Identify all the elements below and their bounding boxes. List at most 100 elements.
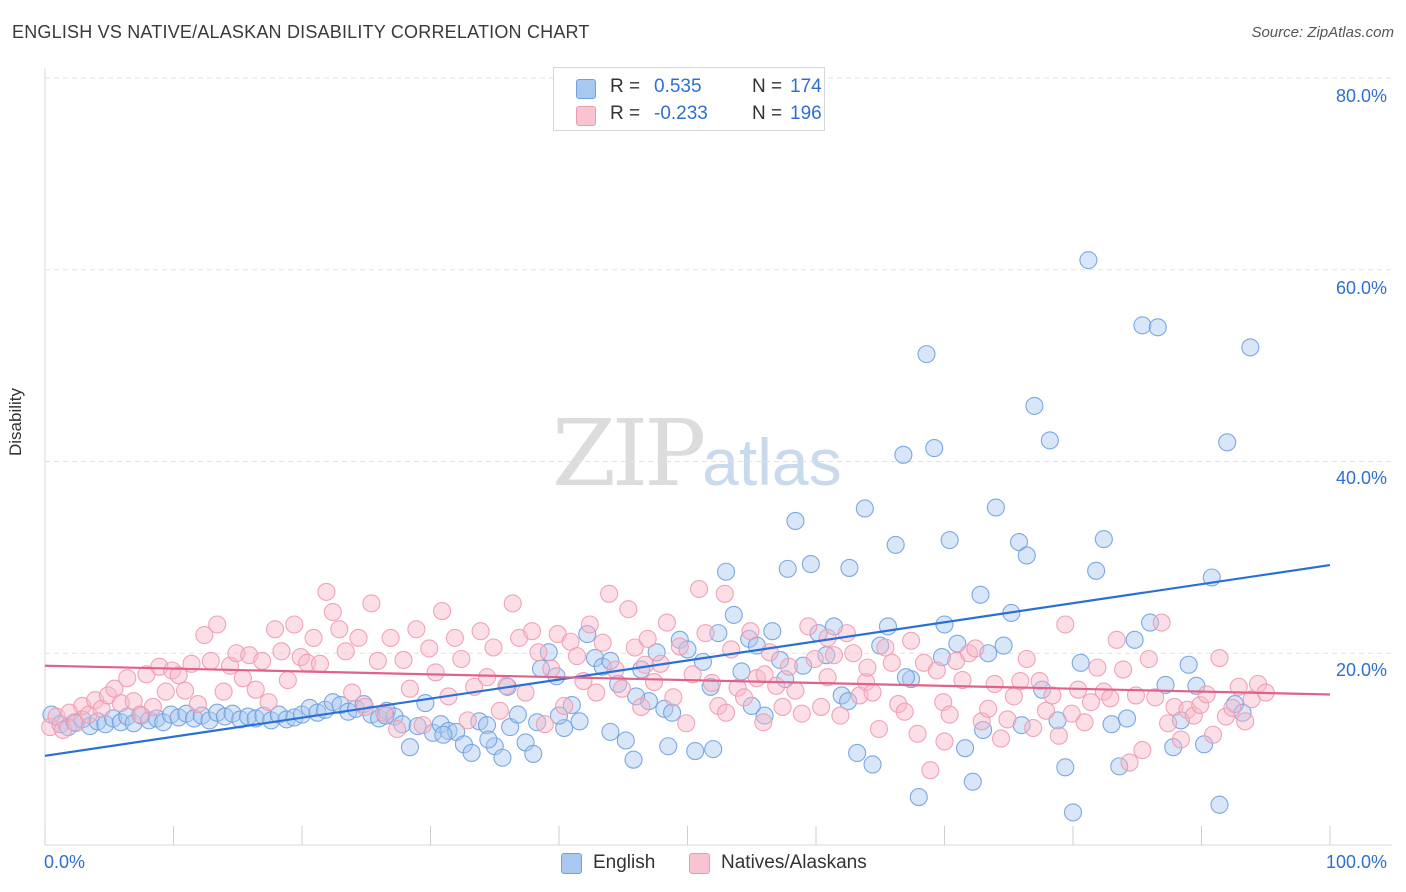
data-point-natives xyxy=(310,654,330,673)
data-point-natives xyxy=(1088,658,1107,677)
data-point-natives xyxy=(535,715,554,734)
data-point-natives xyxy=(1152,613,1171,632)
data-point-natives xyxy=(979,699,998,718)
data-point-english xyxy=(479,730,498,749)
data-point-natives xyxy=(696,624,715,643)
data-point-english xyxy=(624,750,643,769)
data-point-natives xyxy=(1017,649,1036,669)
data-point-natives xyxy=(246,680,265,699)
data-point-english xyxy=(1040,431,1059,450)
data-point-natives xyxy=(471,622,490,641)
data-point-natives xyxy=(1146,688,1165,707)
data-point-natives xyxy=(1075,713,1094,732)
data-point-natives xyxy=(1004,687,1023,706)
data-point-natives xyxy=(690,579,709,599)
y-tick-label-80: 80.0% xyxy=(1336,86,1388,106)
data-point-natives xyxy=(285,615,304,634)
data-point-english xyxy=(724,605,743,624)
legend-n-value: 196 xyxy=(790,103,822,124)
data-point-english xyxy=(400,738,419,757)
legend-r-value: 0.535 xyxy=(654,76,702,97)
data-point-natives xyxy=(1107,630,1126,649)
data-point-natives xyxy=(1159,714,1178,733)
data-point-english xyxy=(763,622,782,641)
data-point-english xyxy=(686,741,705,761)
data-point-english xyxy=(1056,758,1075,777)
data-point-natives xyxy=(709,696,728,716)
data-point-natives xyxy=(734,688,754,707)
data-point-english xyxy=(570,712,589,731)
data-point-english xyxy=(1071,653,1090,672)
data-point-english xyxy=(416,694,435,713)
data-point-english xyxy=(956,739,975,758)
data-point-english xyxy=(986,498,1005,517)
data-point-natives xyxy=(1043,686,1062,705)
trend-line-natives xyxy=(44,664,1331,696)
data-point-natives xyxy=(921,761,940,780)
data-point-natives xyxy=(375,703,394,722)
data-point-natives xyxy=(445,628,464,647)
data-point-natives xyxy=(927,661,946,680)
data-point-natives xyxy=(935,732,954,751)
data-point-english xyxy=(1110,757,1129,776)
data-point-natives xyxy=(381,628,400,647)
data-point-english xyxy=(601,722,620,741)
data-point-natives xyxy=(1094,682,1113,701)
data-point-natives xyxy=(1191,695,1210,715)
data-point-english xyxy=(886,535,905,554)
data-point-natives xyxy=(208,615,227,634)
legend-swatch-english xyxy=(576,79,596,99)
data-point-natives xyxy=(902,631,921,650)
data-point-english xyxy=(462,743,481,763)
data-point-english xyxy=(896,668,916,687)
data-point-natives xyxy=(477,668,497,687)
data-point-natives xyxy=(458,711,477,730)
watermark-atlas: atlas xyxy=(702,425,842,499)
data-point-english xyxy=(627,687,646,706)
data-point-natives xyxy=(176,681,195,700)
data-point-english xyxy=(716,562,736,581)
data-point-natives xyxy=(388,719,407,739)
data-point-english xyxy=(393,715,412,734)
data-point-english xyxy=(408,717,427,736)
data-point-english xyxy=(331,695,350,715)
data-point-natives xyxy=(612,679,632,698)
data-point-english xyxy=(1079,251,1098,270)
data-point-english xyxy=(1117,709,1137,728)
data-point-natives xyxy=(1011,672,1030,691)
data-point-english xyxy=(855,499,874,518)
data-point-natives xyxy=(66,714,85,733)
data-point-english xyxy=(1094,530,1113,549)
trend-line-english xyxy=(44,563,1331,757)
y-tick-label-60: 60.0% xyxy=(1336,278,1388,298)
data-point-natives xyxy=(908,724,927,743)
data-point-natives xyxy=(400,679,419,698)
data-point-natives xyxy=(716,703,736,722)
data-point-natives xyxy=(516,683,535,702)
data-point-natives xyxy=(619,600,638,619)
data-point-english xyxy=(508,705,527,724)
legend-r-value: -0.233 xyxy=(654,103,708,124)
bottom-legend-swatch-natives xyxy=(689,853,710,874)
data-point-natives xyxy=(413,716,432,735)
data-point-english xyxy=(477,716,497,735)
data-point-natives xyxy=(799,617,818,636)
data-point-natives xyxy=(1133,741,1152,760)
data-point-english xyxy=(434,725,453,744)
data-point-natives xyxy=(1139,649,1158,669)
data-point-english xyxy=(1164,738,1183,757)
data-point-natives xyxy=(362,594,381,613)
data-point-natives xyxy=(118,669,137,688)
data-point-natives xyxy=(1036,701,1056,720)
data-point-english xyxy=(1102,715,1121,734)
legend-n-label: N = xyxy=(752,76,783,97)
data-point-natives xyxy=(522,622,542,641)
data-point-natives xyxy=(1114,660,1133,679)
data-point-english xyxy=(963,772,982,791)
data-point-natives xyxy=(818,668,837,687)
data-point-natives xyxy=(156,682,175,701)
data-point-natives xyxy=(1223,698,1242,717)
data-point-natives xyxy=(420,639,439,658)
data-point-natives xyxy=(1210,648,1229,668)
